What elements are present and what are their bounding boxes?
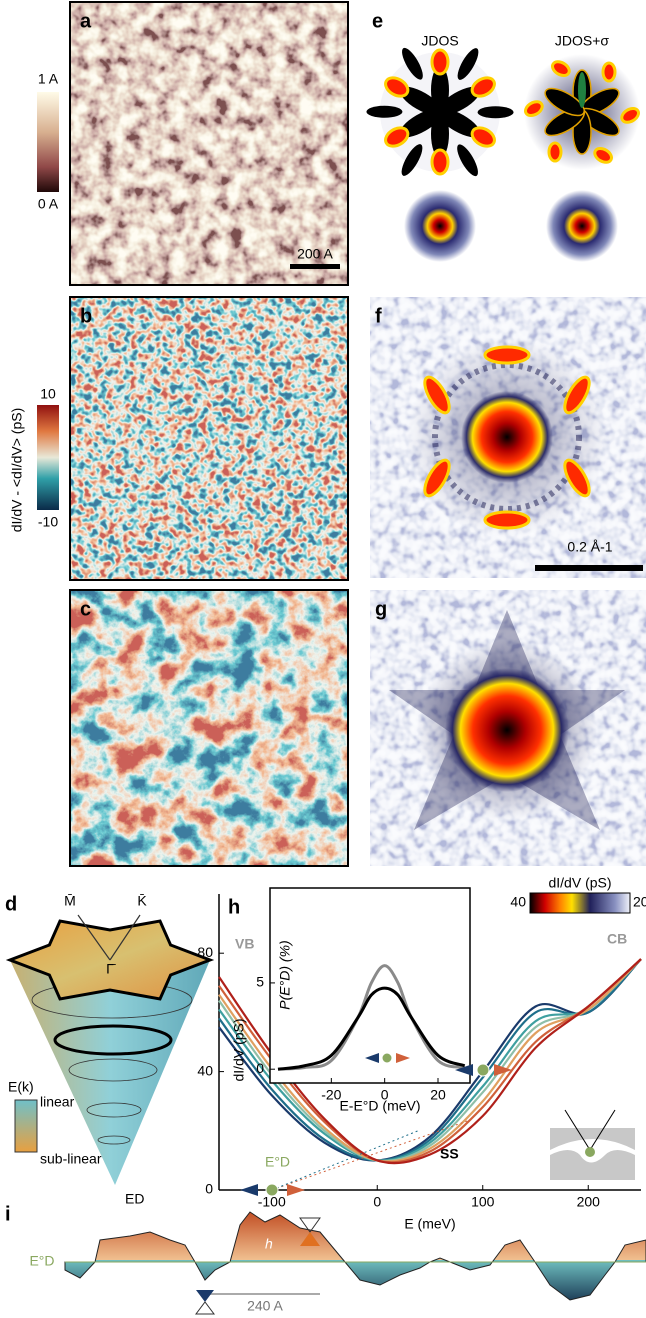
series-line [277, 964, 466, 1071]
colorbar-title: dI/dV (pS) [548, 875, 611, 891]
panel-label: i [5, 1203, 11, 1225]
inset-y-label: P(E°D) (%) [277, 940, 293, 1009]
colorbar-label: linear [40, 1094, 75, 1110]
colorbar-title: E(k) [8, 1079, 34, 1095]
series-line [218, 958, 642, 1162]
image-c [70, 590, 348, 866]
potential-profile [64, 1211, 646, 1301]
panel-label: c [80, 598, 91, 620]
frame [69, 296, 349, 581]
annotation: VB [235, 936, 254, 952]
y-tick-label: 5 [256, 974, 264, 990]
panel-label: h [228, 896, 240, 918]
series-line [277, 986, 466, 1071]
annotation: CB [607, 931, 627, 947]
fermi-contour [53, 1024, 173, 1056]
colorbar-label: 0 A [38, 196, 59, 212]
dirac-point: ED [125, 1191, 144, 1207]
y-tick-label: 0 [205, 1181, 213, 1197]
length-label: 240 A [247, 1298, 283, 1314]
panel-label: g [375, 598, 387, 620]
scale-bar-label: 200 A [297, 246, 333, 262]
y-tick-label: 40 [197, 1062, 213, 1078]
colorbar-label: 20 [633, 894, 646, 910]
scale-bar [290, 264, 340, 269]
column-title: JDOS [421, 33, 458, 49]
cone-icons [195, 1217, 321, 1315]
y-axis-label: dI/dV (pS) [231, 1018, 247, 1081]
scale-bar-label: 0.2 Å-1 [567, 539, 612, 555]
x-tick-label: -100 [258, 1194, 286, 1210]
markers [240, 1052, 635, 1197]
carrier-label: h [265, 1236, 273, 1252]
colorbar-label: 40 [510, 894, 526, 910]
column-title: JDOS+σ [555, 33, 610, 49]
x-axis-label: E (meV) [404, 1216, 455, 1232]
colorbar [37, 92, 59, 192]
plot-inset: -20 0 20 0 5 [256, 964, 466, 1103]
x-tick-label: 0 [373, 1194, 381, 1210]
y-tick-label: 80 [197, 944, 213, 960]
colorbar-label: 10 [40, 386, 56, 402]
cone-contours [31, 981, 193, 1145]
y-tick-label: 0 [256, 1060, 264, 1076]
colorbar [37, 405, 59, 510]
annotation: E°D [265, 1154, 290, 1170]
series-line [218, 958, 642, 1162]
x-tick-label: 20 [430, 1087, 446, 1103]
series-line [218, 958, 642, 1163]
k-point: M̄ [64, 893, 76, 909]
frame [69, 1, 349, 286]
image-b [70, 297, 348, 580]
colorbar [529, 892, 631, 914]
jdos-sigma-map [521, 54, 643, 170]
colorbar-label: sub-linear [40, 1151, 102, 1167]
image-a [70, 2, 348, 285]
panel-label: b [80, 305, 92, 327]
jdos-ring [546, 190, 618, 262]
x-tick-label: 0 [381, 1087, 389, 1103]
jdos-ring [404, 190, 476, 262]
k-point: K̄ [137, 893, 147, 909]
k-arrows [77, 914, 141, 961]
level-label: E°D [29, 1253, 54, 1269]
x-tick-label: -20 [321, 1087, 341, 1103]
panel-label: f [375, 305, 382, 327]
annotation: SS [440, 1146, 459, 1162]
fft-f [407, 337, 607, 537]
fft-g [389, 610, 625, 830]
panel-label: a [80, 10, 92, 32]
colorbar-label: 1 A [38, 71, 59, 87]
cone [10, 960, 210, 1185]
x-tick-label: 200 [577, 1194, 601, 1210]
colorbar [14, 1099, 38, 1153]
colorbar-title: dI/dV - <dI/dV> (pS) [9, 408, 25, 533]
carrier-label: e [148, 1271, 156, 1287]
panel-label: e [372, 10, 383, 32]
jdos-map [359, 40, 521, 184]
inset-x-label: E-E°D (meV) [339, 1098, 420, 1114]
k-point: Γ̄ [106, 961, 116, 977]
colorbar-label: -10 [38, 514, 58, 530]
panel-label: d [5, 893, 17, 915]
scale-bar [535, 565, 643, 571]
frame [69, 589, 349, 867]
x-tick-label: 100 [471, 1194, 495, 1210]
